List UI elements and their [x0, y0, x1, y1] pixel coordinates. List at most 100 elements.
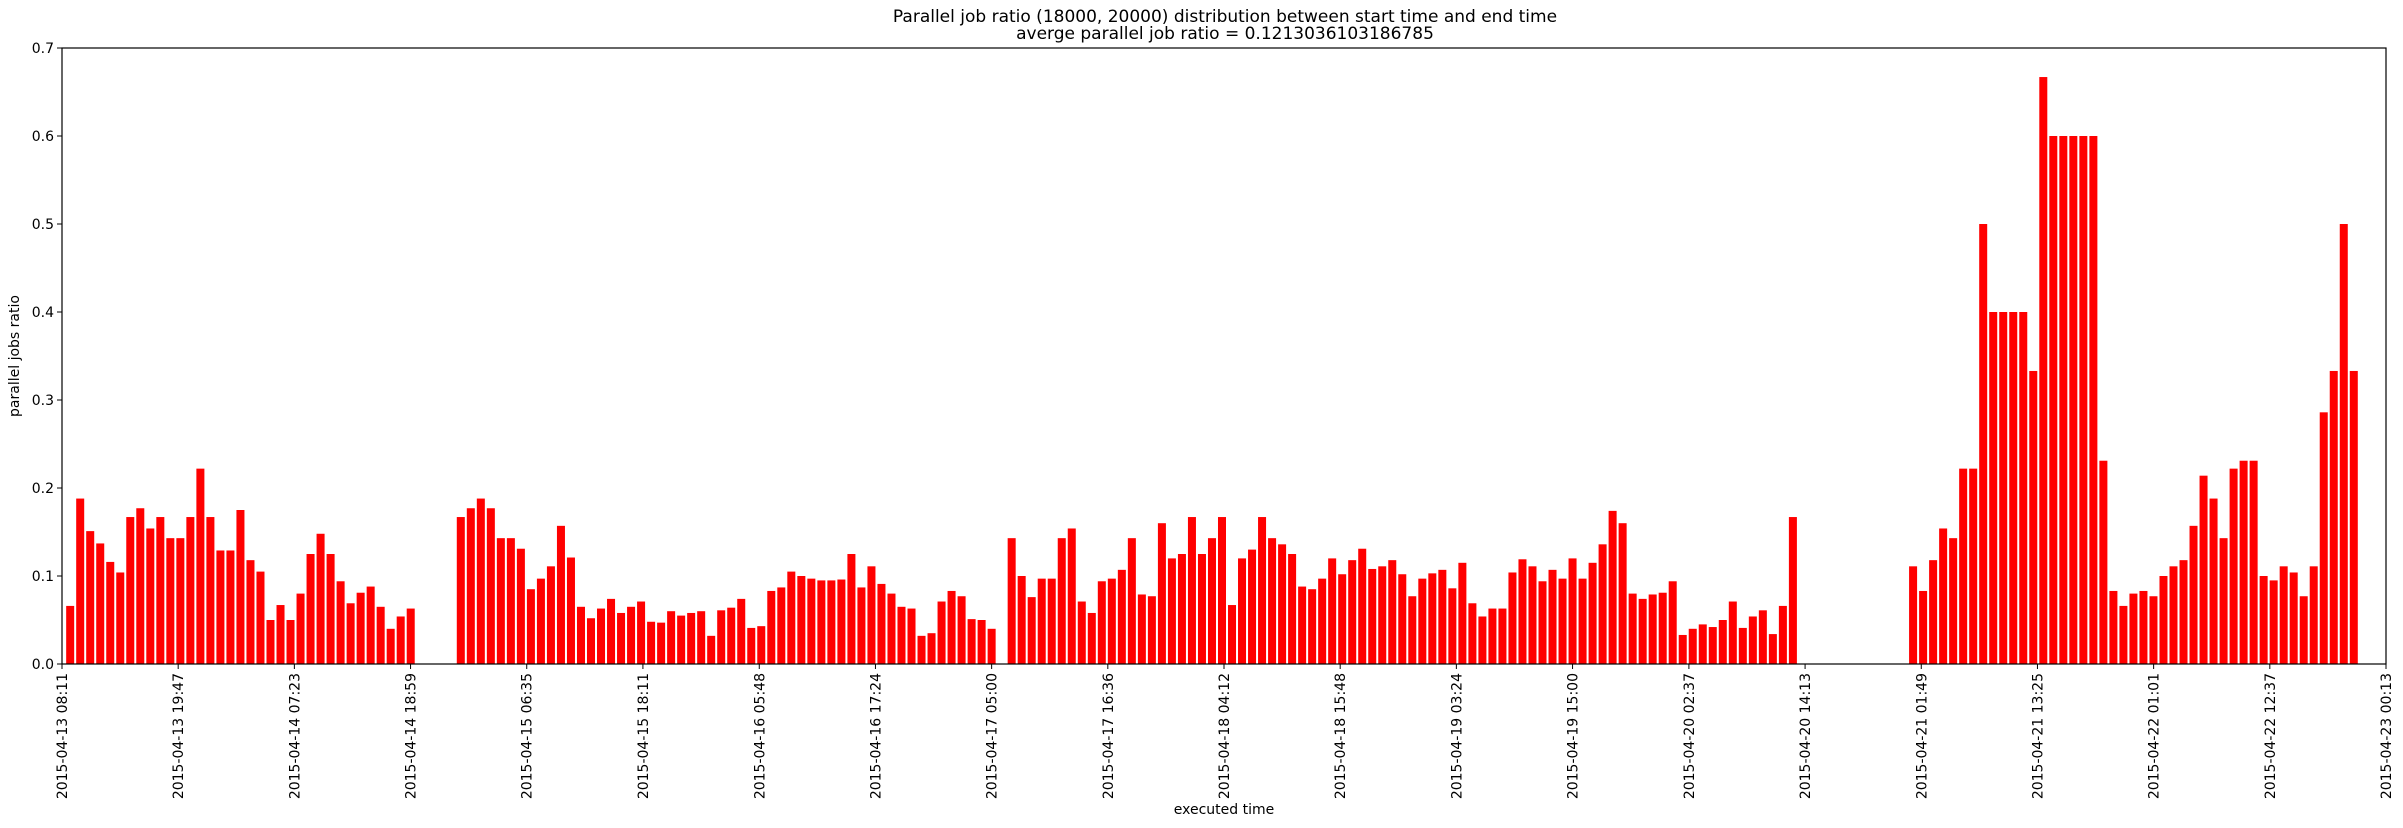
bar-3-13 [2039, 77, 2048, 665]
bar-3-5 [1959, 468, 1968, 664]
bar-1-36 [817, 580, 826, 664]
bar-2-34 [1348, 560, 1357, 664]
bar-0-1 [76, 498, 85, 664]
bar-1-16 [617, 612, 626, 664]
x-tick-label-6: 2015-04-16 05:48 [752, 673, 768, 799]
bar-1-11 [566, 557, 575, 664]
bar-2-76 [1768, 634, 1777, 664]
bar-0-11 [176, 538, 185, 664]
bar-2-71 [1718, 620, 1727, 664]
bar-2-21 [1217, 517, 1226, 664]
bar-1-26 [717, 610, 726, 664]
bar-0-24 [306, 554, 315, 664]
bar-2-24 [1248, 549, 1257, 664]
bar-3-44 [2349, 370, 2358, 664]
bar-2-74 [1748, 616, 1757, 664]
bar-1-6 [516, 548, 525, 664]
bar-2-5 [1057, 538, 1066, 664]
bar-1-4 [496, 538, 505, 664]
bar-3-22 [2129, 593, 2138, 664]
bar-3-21 [2119, 605, 2128, 664]
bar-0-30 [366, 586, 375, 664]
bar-2-65 [1658, 592, 1667, 664]
bar-1-38 [837, 579, 846, 664]
bar-2-56 [1568, 558, 1577, 664]
bar-0-10 [166, 538, 175, 664]
bar-2-41 [1418, 578, 1427, 664]
bar-2-49 [1498, 608, 1507, 664]
bar-0-34 [406, 608, 415, 664]
x-tick-label-20: 2015-04-23 00:13 [2379, 673, 2395, 799]
bar-2-57 [1578, 578, 1587, 664]
bar-3-33 [2239, 460, 2248, 664]
bar-3-1 [1919, 590, 1928, 664]
bar-2-19 [1197, 554, 1206, 664]
bar-0-23 [296, 593, 305, 664]
x-tick-label-11: 2015-04-18 15:48 [1333, 673, 1349, 799]
bar-1-37 [827, 580, 836, 664]
bar-2-54 [1548, 569, 1557, 664]
bar-1-46 [917, 635, 926, 664]
bar-3-24 [2149, 596, 2158, 664]
bar-2-50 [1508, 572, 1517, 664]
bar-0-13 [196, 468, 205, 664]
bar-1-14 [597, 608, 606, 664]
bar-1-7 [526, 589, 535, 664]
bar-1-45 [907, 608, 916, 664]
bar-2-46 [1468, 603, 1477, 664]
bar-3-2 [1929, 560, 1938, 664]
bar-2-44 [1448, 588, 1457, 664]
bar-1-10 [556, 525, 565, 664]
bar-1-22 [677, 615, 686, 664]
bar-1-17 [627, 606, 636, 664]
bar-1-30 [757, 626, 766, 664]
bar-2-3 [1037, 578, 1046, 664]
bar-2-10 [1107, 578, 1116, 664]
y-tick-label-0: 0.0 [32, 657, 54, 673]
bar-0-25 [316, 533, 325, 664]
bar-1-51 [967, 619, 976, 664]
bar-2-62 [1628, 593, 1637, 664]
bar-3-32 [2229, 468, 2238, 664]
bar-1-32 [777, 587, 786, 664]
x-tick-label-5: 2015-04-15 18:11 [636, 673, 652, 799]
bar-1-53 [987, 628, 996, 664]
bar-2-6 [1067, 528, 1076, 664]
bar-0-26 [326, 554, 335, 664]
bar-2-67 [1678, 634, 1687, 664]
x-tick-label-2: 2015-04-14 07:23 [287, 673, 303, 799]
bar-1-39 [847, 554, 856, 664]
bar-3-43 [2339, 224, 2348, 664]
bar-1-20 [657, 622, 666, 664]
y-tick-label-1: 0.1 [32, 569, 54, 585]
bar-3-27 [2179, 560, 2188, 664]
bar-2-73 [1738, 627, 1747, 664]
bar-3-34 [2249, 460, 2258, 664]
bar-1-23 [687, 612, 696, 664]
bar-2-72 [1728, 601, 1737, 664]
bar-1-1 [466, 508, 475, 664]
chart-subtitle: averge parallel job ratio = 0.1213036103… [1016, 24, 1434, 44]
bar-0-33 [396, 616, 405, 664]
bar-2-7 [1077, 601, 1086, 664]
bar-2-52 [1528, 566, 1537, 664]
bar-1-40 [857, 587, 866, 664]
bar-1-52 [977, 620, 986, 664]
bar-2-51 [1518, 559, 1527, 664]
bar-3-28 [2189, 525, 2198, 664]
bar-1-50 [957, 596, 966, 664]
bar-2-18 [1187, 517, 1196, 664]
bar-3-20 [2109, 590, 2118, 664]
bar-2-27 [1278, 544, 1287, 664]
x-tick-label-18: 2015-04-22 01:01 [2147, 673, 2163, 799]
bar-2-66 [1668, 581, 1677, 664]
x-tick-label-1: 2015-04-13 19:47 [171, 673, 187, 799]
bar-0-19 [256, 571, 265, 664]
bar-2-47 [1478, 616, 1487, 664]
bar-2-30 [1308, 589, 1317, 664]
bar-0-32 [386, 628, 395, 664]
bar-2-58 [1588, 562, 1597, 664]
x-tick-label-15: 2015-04-20 14:13 [1798, 673, 1814, 799]
bar-2-35 [1358, 548, 1367, 664]
